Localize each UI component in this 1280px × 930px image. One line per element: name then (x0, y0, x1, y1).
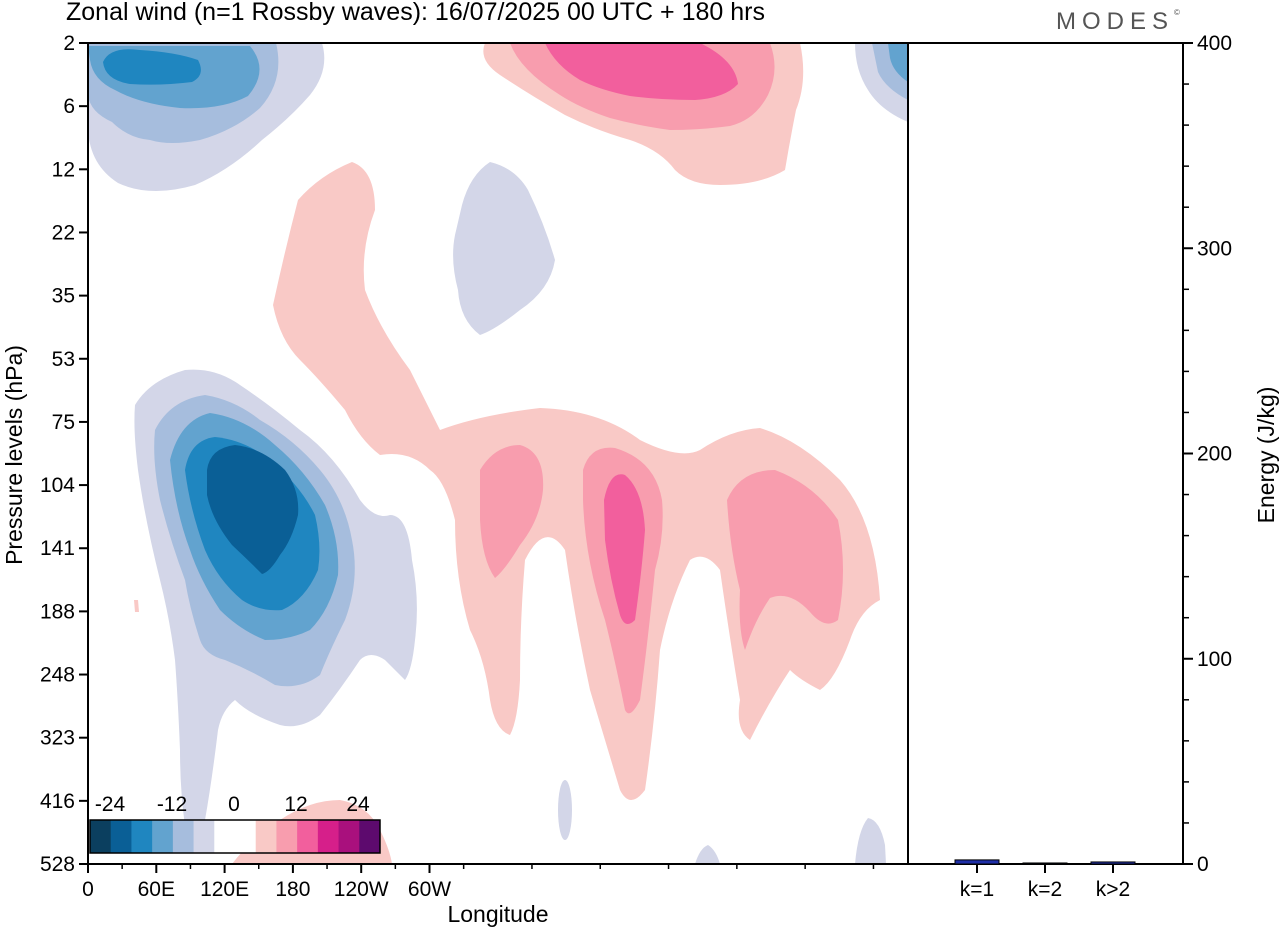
y-tick-label: 528 (40, 853, 75, 876)
energy-bars: k=1 k=2 k>2 (954, 859, 1136, 901)
x-tick-label: 180 (275, 878, 310, 901)
y-tick-label: 248 (40, 664, 75, 687)
colorbar-swatch (338, 820, 360, 853)
contour-pos-lobe-b-level3 (604, 474, 645, 624)
contour-neg-lower-left-level5 (207, 445, 299, 574)
colorbar: -24 -12 0 12 24 (89, 793, 381, 854)
energy-tick-label: 400 (1197, 32, 1232, 55)
contour-neg-blob-a (558, 780, 572, 840)
colorbar-swatch (276, 820, 298, 853)
colorbar-label: 0 (228, 793, 240, 816)
colorbar-swatch (214, 820, 236, 853)
contour-pos-lobe-a-level2 (480, 445, 544, 578)
colorbar-swatch (90, 820, 112, 853)
modes-logo: MODES© (1056, 8, 1180, 36)
colorbar-swatch (131, 820, 153, 853)
y-tick-label: 188 (40, 600, 75, 623)
energy-category-label: k=1 (960, 878, 994, 901)
y-tick-label: 416 (40, 790, 75, 813)
contour-pos-upper-level3 (545, 43, 738, 100)
contour-pos-dot (134, 600, 139, 612)
x-tick-label: 60E (138, 878, 175, 901)
energy-axis-label: Energy (J/kg) (1253, 387, 1279, 524)
contour-pos-lobe-c-level2 (727, 470, 843, 650)
energy-category-label: k>2 (1096, 878, 1130, 901)
energy-bar (1090, 861, 1136, 865)
colorbar-label: -24 (95, 793, 126, 816)
contour-pos-band-level1 (273, 162, 880, 800)
brand-text: MODES (1056, 8, 1175, 35)
y-tick-label: 2 (63, 32, 75, 55)
energy-bar (954, 859, 1000, 865)
contour-neg-upper-left-level4 (103, 49, 201, 85)
colorbar-label: -12 (157, 793, 187, 816)
x-tick-label: 0 (82, 878, 94, 901)
energy-axis: 0 100 200 300 400 (1183, 32, 1232, 876)
contour-neg-top-right-level3 (888, 43, 908, 82)
y-tick-label: 141 (40, 537, 75, 560)
colorbar-label: 24 (346, 793, 370, 816)
y-tick-label: 323 (40, 727, 75, 750)
y-tick-label: 12 (52, 158, 75, 181)
colorbar-frame (89, 819, 381, 854)
energy-bar (1022, 862, 1068, 865)
y-tick-label: 75 (52, 411, 75, 434)
x-tick-label: 120E (200, 878, 249, 901)
x-tick-label: 60W (408, 878, 451, 901)
colorbar-swatch (193, 820, 215, 853)
colorbar-label: 12 (284, 793, 307, 816)
contour-neg-mid-level1 (453, 162, 555, 335)
y-tick-label: 22 (52, 221, 75, 244)
colorbar-swatch (152, 820, 174, 853)
colorbar-swatch (235, 820, 257, 853)
energy-tick-label: 0 (1197, 853, 1209, 876)
y-axis-label: Pressure levels (hPa) (1, 345, 27, 565)
energy-category-label: k=2 (1028, 878, 1062, 901)
colorbar-swatch (317, 820, 340, 853)
colorbar-swatch (297, 820, 319, 853)
energy-tick-label: 200 (1197, 443, 1232, 466)
chart-title: Zonal wind (n=1 Rossby waves): 16/07/202… (66, 0, 765, 26)
energy-panel-frame (907, 42, 1184, 865)
brand-mark: © (1174, 8, 1180, 17)
x-axis-label: Longitude (447, 901, 548, 927)
colorbar-swatch (255, 820, 277, 853)
energy-tick-label: 100 (1197, 648, 1232, 671)
x-tick-label: 120W (334, 878, 389, 901)
x-axis: 0 60E 120E 180 120W 60W (82, 864, 875, 901)
contour-field (88, 43, 908, 864)
energy-tick-label: 300 (1197, 237, 1232, 260)
colorbar-swatch (172, 820, 195, 853)
y-tick-label: 35 (52, 285, 75, 308)
colorbar-swatch (359, 820, 381, 853)
y-tick-label: 6 (63, 95, 75, 118)
y-tick-label: 53 (52, 348, 75, 371)
y-axis: 2 6 12 22 35 53 75 104 141 188 248 323 416 528 (40, 32, 88, 876)
contour-neg-blob-b (695, 845, 720, 864)
colorbar-swatch (110, 820, 132, 853)
y-tick-label: 104 (40, 474, 75, 497)
contour-neg-blob-c (855, 818, 886, 864)
